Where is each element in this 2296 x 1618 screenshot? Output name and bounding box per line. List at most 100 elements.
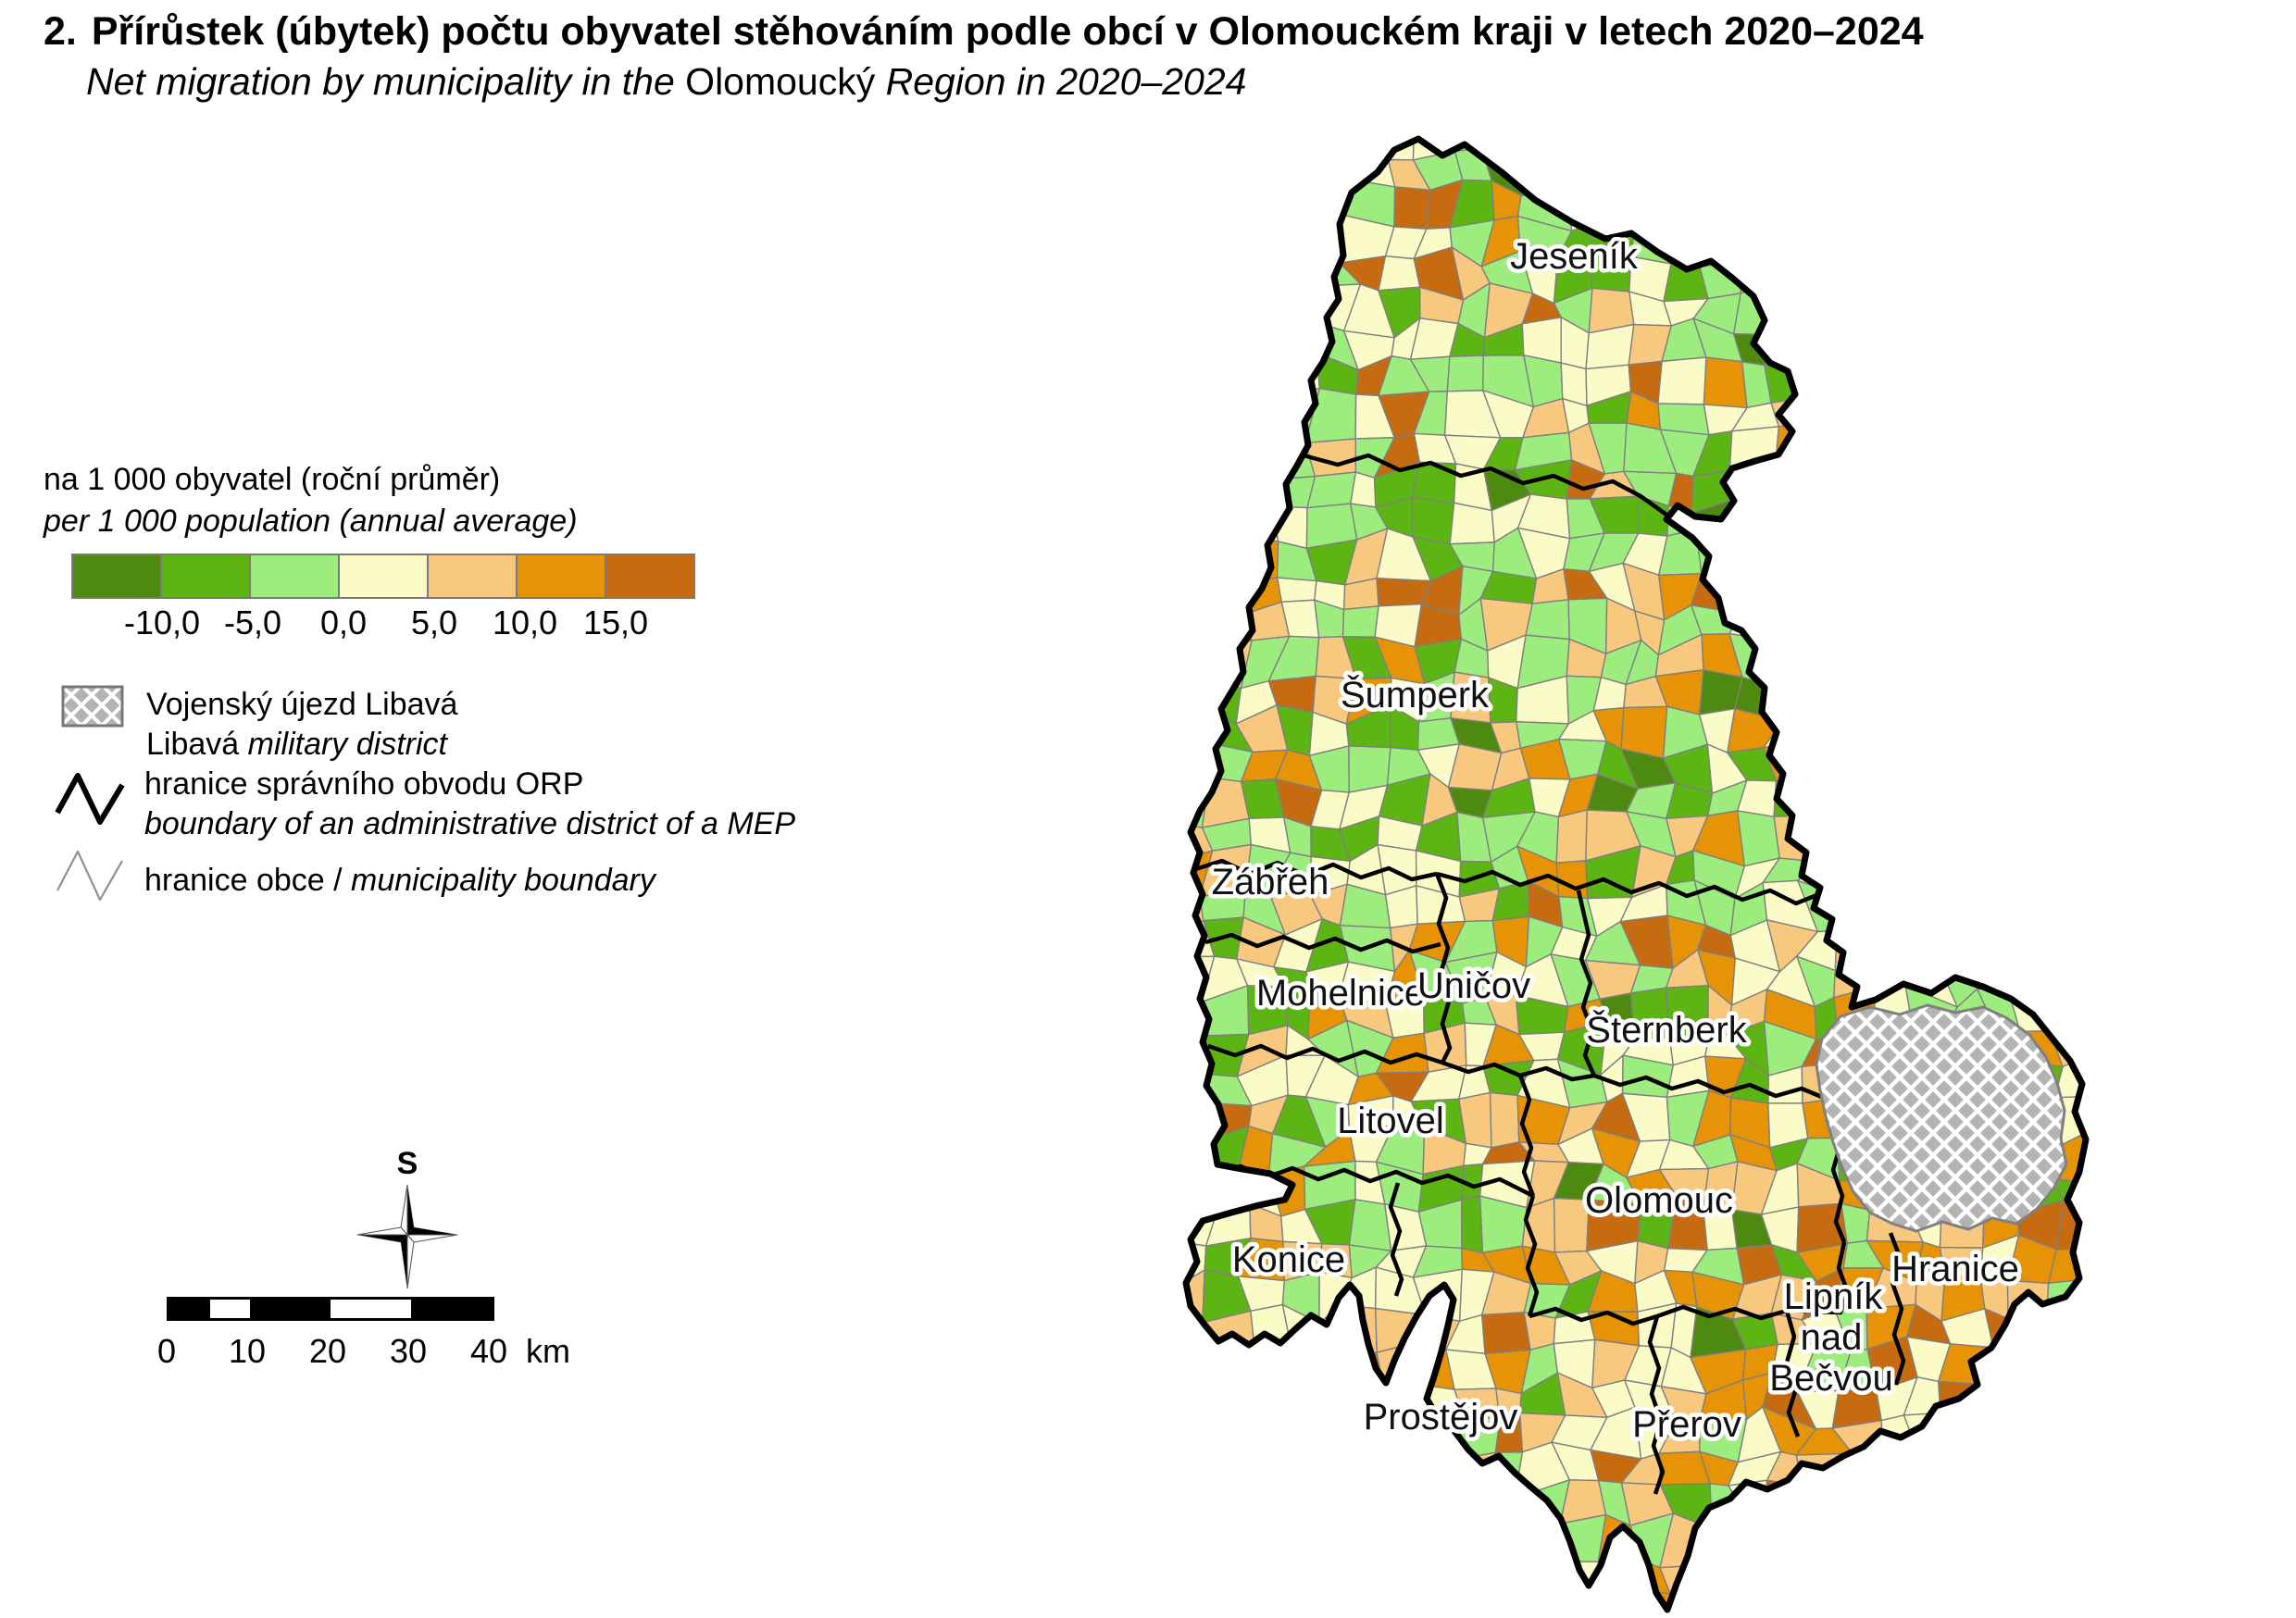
municipality-cell bbox=[2078, 426, 2086, 476]
legend-tick-2: 0,0 bbox=[319, 604, 368, 641]
page-title: 2. Přírůstek (úbytek) počtu obyvatel stěh… bbox=[44, 9, 1924, 55]
municipality-cell bbox=[1773, 814, 1818, 863]
municipality-cell bbox=[1341, 605, 1379, 638]
municipality-cell bbox=[2015, 429, 2062, 471]
municipality-cell bbox=[1904, 815, 1946, 848]
municipality-cell bbox=[1186, 1518, 1220, 1562]
municipality-cell bbox=[1448, 1522, 1489, 1566]
municipality-cell bbox=[1237, 184, 1287, 231]
legend-ramp-ticks: -10,0 -5,0 0,0 5,0 10,0 15,0 bbox=[71, 604, 706, 644]
municipality-cell bbox=[2023, 885, 2060, 927]
municipality-cell bbox=[2022, 607, 2065, 648]
municipality-cell bbox=[2013, 139, 2061, 155]
municipality-cell bbox=[1199, 1551, 1255, 1594]
municipality-cell bbox=[2078, 1301, 2086, 1359]
municipality-cell bbox=[1978, 463, 2022, 510]
scale-tick-0: 0 bbox=[156, 1332, 177, 1370]
municipality-cell bbox=[1831, 180, 1890, 227]
municipality-cell bbox=[1778, 533, 1816, 584]
municipality-cell bbox=[2048, 192, 2086, 222]
municipality-cell bbox=[1841, 392, 1874, 434]
map-label-jeseník: Jeseník bbox=[1510, 236, 1639, 277]
municipality-cell bbox=[1633, 191, 1661, 230]
municipality-cell bbox=[1280, 143, 1316, 199]
page-subtitle: Net migration by municipality in the Olo… bbox=[86, 60, 1924, 104]
orp-boundary-line-7 bbox=[1441, 1060, 1839, 1101]
map-label-lipník: Lipník bbox=[1784, 1276, 1884, 1317]
municipality-cell bbox=[1454, 1476, 1491, 1524]
municipality-cell bbox=[1842, 1490, 1883, 1534]
scale-bar-ticks: 0 10 20 30 40 km bbox=[157, 1332, 570, 1376]
municipality-cell bbox=[1186, 421, 1217, 474]
municipality-cell bbox=[2062, 741, 2086, 795]
municipality-cell bbox=[1972, 1443, 2025, 1497]
military-label-cs: Vojenský újezd Libavá bbox=[146, 687, 458, 722]
scale-bar-strip bbox=[167, 1297, 494, 1321]
municipality-cell bbox=[1972, 853, 2028, 900]
municipality-cell bbox=[1937, 328, 1984, 365]
municipality-cell bbox=[1872, 894, 1916, 924]
municipality-cell bbox=[2060, 216, 2086, 254]
municipality-cell bbox=[1802, 533, 1852, 583]
map-label-konice: Konice bbox=[1232, 1239, 1345, 1280]
municipality-cell bbox=[1841, 1547, 1878, 1605]
map-label-mohelnice: Mohelnice bbox=[1256, 973, 1425, 1014]
legend-tick-3: 5,0 bbox=[410, 604, 458, 641]
legend-item-military-district: Vojenský újezd Libavá Libavá military di… bbox=[61, 685, 457, 764]
map-label-olomouc: Olomouc bbox=[1585, 1180, 1733, 1221]
municipality-cell bbox=[1700, 1555, 1746, 1604]
municipality-cell bbox=[2082, 1057, 2086, 1101]
municipality-cell bbox=[1986, 245, 2020, 301]
municipality-cell bbox=[1202, 226, 1251, 265]
municipality-cell bbox=[1831, 741, 1883, 786]
municipality-cell bbox=[1843, 815, 1873, 859]
municipality-cell bbox=[1981, 360, 2025, 398]
municipality-cell bbox=[2042, 925, 2081, 963]
municipality-cell bbox=[2079, 544, 2086, 581]
municipality-cell bbox=[2045, 579, 2086, 610]
municipality-cell bbox=[1835, 894, 1875, 932]
municipality-cell bbox=[1373, 1548, 1431, 1606]
municipality-cell bbox=[1186, 249, 1214, 296]
municipality-cell bbox=[1479, 1552, 1530, 1602]
orp-label-en: boundary of an administrative district o… bbox=[144, 805, 795, 841]
municipality-cell bbox=[2013, 1372, 2051, 1422]
municipality-cell bbox=[2012, 1588, 2045, 1610]
municipality-cell bbox=[1802, 1485, 1847, 1525]
scale-tick-30: 30 bbox=[389, 1332, 428, 1370]
map-label-zábřeh: Zábřeh bbox=[1212, 862, 1329, 902]
municipality-cell bbox=[1972, 671, 2027, 726]
municipality-cell bbox=[2008, 541, 2056, 581]
scale-tick-10: 10 bbox=[228, 1332, 267, 1370]
scale-bar: 0 10 20 30 40 km bbox=[157, 1297, 570, 1376]
municipality-cell bbox=[1940, 182, 1990, 230]
municipality-cell bbox=[1979, 776, 2030, 826]
title-text: Přírůstek (úbytek) počtu obyvatel stěhov… bbox=[91, 9, 1924, 54]
legend-color-ramp bbox=[71, 554, 695, 599]
municipality-cell bbox=[1242, 1342, 1292, 1386]
municipality-cell bbox=[2078, 597, 2086, 654]
municipality-cell bbox=[1186, 1176, 1217, 1218]
military-label-en: Libavá military district bbox=[146, 726, 447, 762]
municipality-cell bbox=[1656, 139, 1708, 156]
municipality-cell bbox=[2045, 1496, 2086, 1529]
municipality-cell bbox=[2022, 186, 2063, 222]
municipality-cell bbox=[1871, 780, 1913, 830]
map-label-šumperk: Šumperk bbox=[1341, 674, 1490, 716]
legend-tick-0: -10,0 bbox=[123, 604, 201, 641]
municipality-cell bbox=[1944, 779, 1986, 825]
municipality-cell bbox=[1232, 139, 1283, 163]
municipality-cell bbox=[2045, 1308, 2086, 1359]
municipality-cell bbox=[1940, 1582, 1986, 1610]
municipality-cell bbox=[1943, 820, 1986, 855]
orp-boundary-line-2 bbox=[1434, 873, 1453, 1064]
municipality-cell bbox=[1885, 327, 1922, 371]
municipality-cell bbox=[1871, 538, 1919, 578]
subtitle-part-a: Net migration by municipality in the bbox=[86, 60, 686, 104]
municipality-cell bbox=[1521, 139, 1562, 157]
municipality-cell bbox=[1807, 1512, 1846, 1558]
municipality-cell bbox=[1909, 292, 1954, 336]
municipality-cell bbox=[2047, 497, 2086, 550]
municipality-cell bbox=[1216, 1480, 1241, 1526]
municipality-cell bbox=[1657, 188, 1710, 216]
